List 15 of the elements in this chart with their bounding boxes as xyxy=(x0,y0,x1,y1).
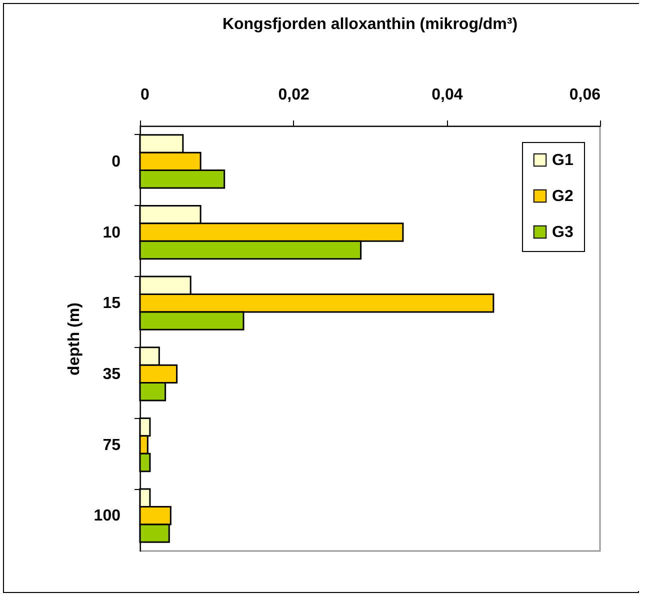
y-tick-label: 0 xyxy=(112,153,121,170)
x-tick-label: 0,04 xyxy=(432,86,463,104)
legend-label: G2 xyxy=(552,188,574,205)
y-tick-label: 75 xyxy=(102,436,121,454)
y-tick-label: 15 xyxy=(102,295,121,312)
legend-label: G3 xyxy=(552,224,574,241)
y-tick-label: 10 xyxy=(102,224,121,242)
chart-title: Kongsfjorden alloxanthin (mikrog/dm³) xyxy=(222,16,518,33)
y-tick-label: 100 xyxy=(94,508,121,525)
y-tick-label: 35 xyxy=(102,366,121,383)
x-tick-label: 0,06 xyxy=(569,86,601,104)
y-axis-title: depth (m) xyxy=(66,302,83,376)
x-tick-label: 0 xyxy=(140,86,150,104)
legend-label: G1 xyxy=(552,152,574,169)
x-tick-label: 0,02 xyxy=(278,86,310,104)
